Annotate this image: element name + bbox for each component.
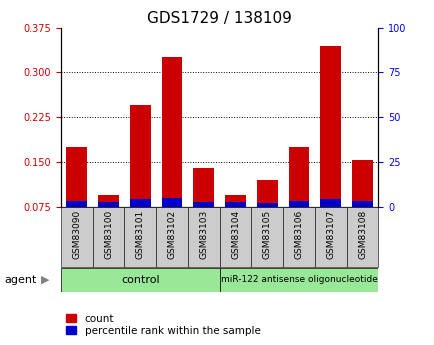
Bar bbox=[124, 207, 156, 267]
Bar bbox=[320, 199, 340, 207]
Bar bbox=[66, 147, 87, 207]
Bar bbox=[288, 147, 309, 207]
Bar bbox=[161, 198, 182, 207]
Text: control: control bbox=[121, 275, 159, 285]
Text: GSM83102: GSM83102 bbox=[167, 210, 176, 259]
Bar bbox=[256, 180, 277, 207]
Bar bbox=[98, 202, 118, 207]
Text: GSM83107: GSM83107 bbox=[326, 210, 335, 259]
Bar bbox=[193, 168, 214, 207]
Bar bbox=[61, 268, 219, 292]
Bar bbox=[288, 201, 309, 207]
Bar bbox=[283, 207, 314, 267]
Text: miR-122 antisense oligonucleotide: miR-122 antisense oligonucleotide bbox=[220, 275, 377, 284]
Bar bbox=[98, 195, 118, 207]
Bar bbox=[66, 201, 87, 207]
Text: GSM83101: GSM83101 bbox=[135, 210, 145, 259]
Title: GDS1729 / 138109: GDS1729 / 138109 bbox=[147, 11, 292, 27]
Bar bbox=[219, 207, 251, 267]
Bar bbox=[187, 207, 219, 267]
Bar bbox=[61, 207, 92, 267]
Text: GSM83090: GSM83090 bbox=[72, 210, 81, 259]
Bar bbox=[225, 195, 245, 207]
Bar bbox=[156, 207, 187, 267]
Bar bbox=[352, 201, 372, 207]
Bar bbox=[346, 207, 378, 267]
Text: GSM83100: GSM83100 bbox=[104, 210, 113, 259]
Text: GSM83103: GSM83103 bbox=[199, 210, 208, 259]
Legend: count, percentile rank within the sample: count, percentile rank within the sample bbox=[62, 309, 264, 340]
Text: GSM83106: GSM83106 bbox=[294, 210, 303, 259]
Text: ▶: ▶ bbox=[41, 275, 50, 285]
Bar bbox=[225, 202, 245, 207]
Bar bbox=[92, 207, 124, 267]
Text: GSM83104: GSM83104 bbox=[230, 210, 240, 259]
Bar bbox=[251, 207, 283, 267]
Text: GSM83105: GSM83105 bbox=[262, 210, 271, 259]
Bar bbox=[352, 160, 372, 207]
Bar bbox=[314, 207, 346, 267]
Bar bbox=[130, 105, 150, 207]
Bar bbox=[320, 46, 340, 207]
Text: agent: agent bbox=[4, 275, 36, 285]
Text: GSM83108: GSM83108 bbox=[357, 210, 366, 259]
Bar bbox=[161, 58, 182, 207]
Bar bbox=[219, 268, 378, 292]
Bar bbox=[256, 203, 277, 207]
Bar bbox=[130, 199, 150, 207]
Bar bbox=[193, 202, 214, 207]
